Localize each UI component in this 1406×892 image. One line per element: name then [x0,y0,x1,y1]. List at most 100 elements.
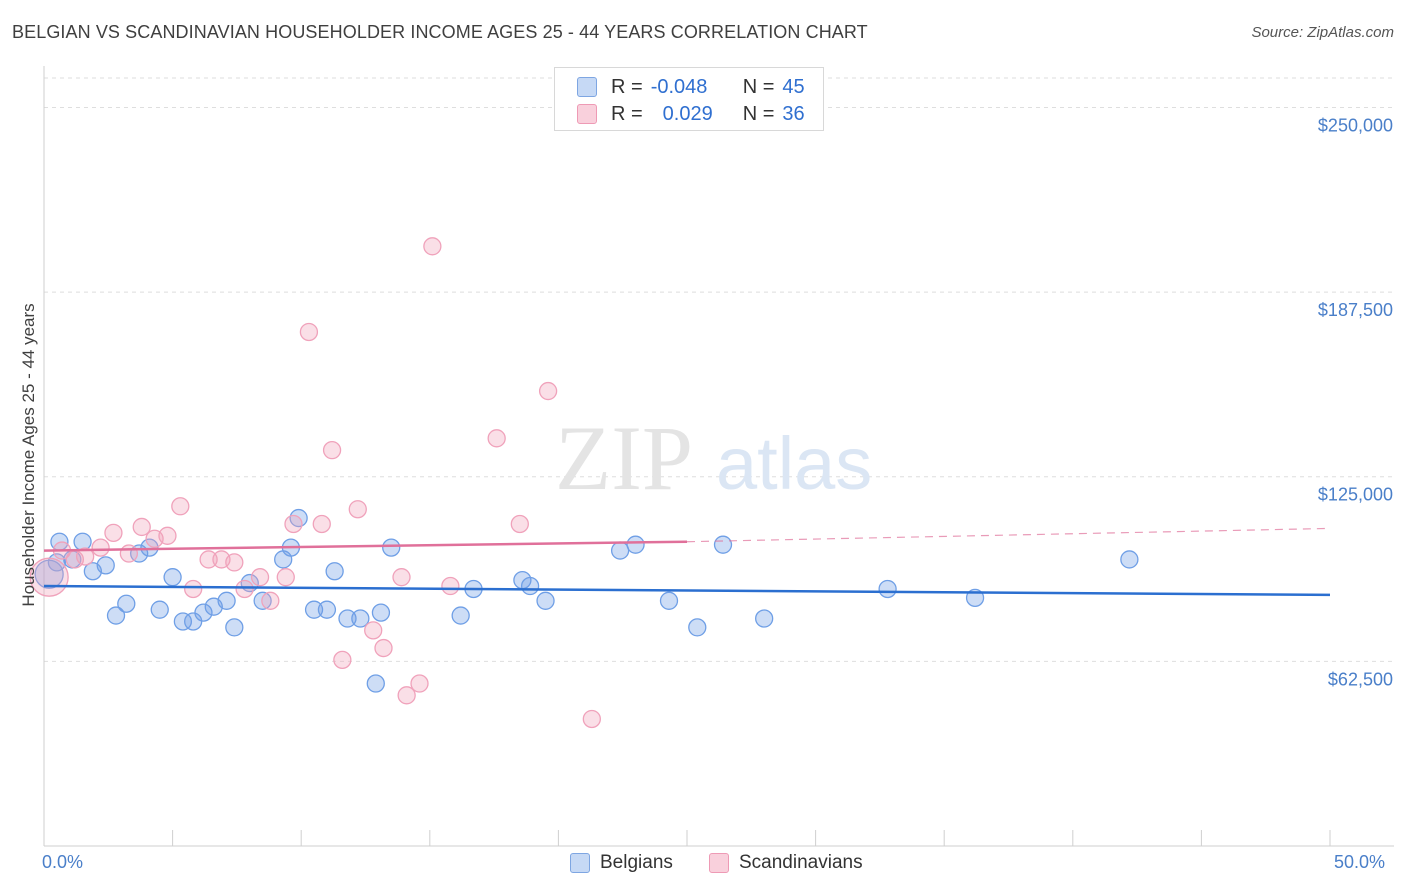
scandinavians-legend-label: Scandinavians [739,852,863,873]
belgians-point [317,600,337,619]
scandinavians-point [225,553,244,572]
belgians-point [659,591,679,610]
belgians-point [96,556,115,575]
scandinavians-point [487,429,506,448]
belgians-point [225,618,244,637]
legend-n-value: 45 [782,75,805,98]
belgians-point [520,576,540,596]
belgians-point [289,508,308,528]
scandinavians-point [582,709,601,729]
belgians-point [382,538,401,557]
belgians-point [755,609,774,628]
belgians-point [610,541,630,560]
watermark-zip: ZIP [555,407,693,509]
x-tick-max: 50.0% [1334,852,1386,872]
legend-r-label: R = [611,75,643,98]
watermark: ZIP atlas [555,407,872,509]
y-tick-label: $187,500 [1318,300,1393,320]
legend-item-scandinavians[interactable]: Scandinavians [709,852,863,874]
watermark-atlas: atlas [716,422,872,505]
scandinavians-point [374,638,393,658]
correlation-legend: R = -0.048 N = 45 R = 0.029 N = 36 [554,67,824,131]
scandinavians-point [171,497,190,516]
y-tick-label: $62,500 [1328,669,1393,689]
legend-row-belgians: R = -0.048 N = 45 [577,74,805,100]
legend-r-value: -0.048 [650,75,708,98]
belgians-legend-swatch [570,853,590,873]
scandinavians-point [119,544,139,563]
scandinavians-point [250,568,270,587]
scandinavians-point [441,576,460,596]
scandinavians-point [538,381,558,401]
scandinavians-swatch [577,104,597,124]
scandinavians-point [235,579,254,599]
belgians-point [150,600,169,619]
belgians-point [194,603,213,622]
legend-item-belgians[interactable]: Belgians [570,852,673,874]
belgians-point [117,594,136,613]
belgians-point [253,591,272,610]
source-label: Source: ZipAtlas.com [1251,24,1394,41]
scandinavians-point [312,514,331,534]
scandinavians-point [364,621,383,640]
scandinavians-point [158,526,177,545]
y-tick-label: $250,000 [1318,115,1393,135]
belgians-point [106,606,126,625]
belgians-point [338,609,357,628]
belgians-point [371,603,391,622]
belgians-point [688,618,707,637]
trend-lines [43,527,1331,597]
scandinavians-point [104,523,123,543]
scandinavians-point [423,237,442,256]
legend-n-value: 36 [782,102,805,125]
belgians-trend-line [43,584,1331,597]
scandinavians-trend-line [43,540,688,552]
legend-n-label: N = [742,102,775,125]
x-tick-min: 0.0% [42,852,84,872]
belgians-point [163,568,182,587]
scandinavians-point [184,579,203,599]
belgians-legend-label: Belgians [600,852,673,873]
scandinavians-point [299,322,319,342]
scandinavians-point [348,500,367,519]
belgians-point [304,600,324,619]
y-axis-label: Householder Income Ages 25 - 44 years [19,303,38,606]
scandinavians-point [261,591,280,610]
scandinavians-point [510,514,529,534]
scandinavians-point [410,674,429,693]
belgians-point [173,612,193,631]
belgians-point [878,579,897,599]
belgians-point [1120,550,1139,569]
belgians-point [73,532,92,551]
scandinavians-point [322,440,342,460]
legend-r-value: 0.029 [662,102,713,125]
scandinavians-point [333,650,352,670]
gridlines [44,77,1394,662]
scandinavians-trend-extension [686,527,1331,543]
legend-row-scandinavians: R = 0.029 N = 36 [577,101,805,127]
y-tick-labels: $62,500 $125,000 $187,500 $250,000 [1318,115,1393,689]
scandinavians-legend-swatch [709,853,729,873]
belgians-point [140,538,159,557]
y-tick-label: $125,000 [1318,485,1393,505]
belgians-point [325,562,344,581]
scandinavians-point [276,568,295,587]
legend-r-label: R = [611,102,643,125]
scandinavians-point [284,514,303,534]
belgians-swatch [577,77,597,97]
belgians-point [713,535,733,554]
belgians-point [217,591,236,610]
axes [43,66,1394,847]
belgians-point [351,609,370,628]
belgians-point [451,606,470,625]
scandinavians-point [397,686,416,705]
scandinavians-point [76,547,95,566]
belgians-point [626,535,645,554]
belgians-point [366,674,385,693]
scandinavians-point [199,550,218,569]
belgians-point [536,591,555,610]
legend-n-label: N = [742,75,775,98]
scandinavians-point [392,568,411,587]
chart-title: BELGIAN VS SCANDINAVIAN HOUSEHOLDER INCO… [12,22,868,42]
